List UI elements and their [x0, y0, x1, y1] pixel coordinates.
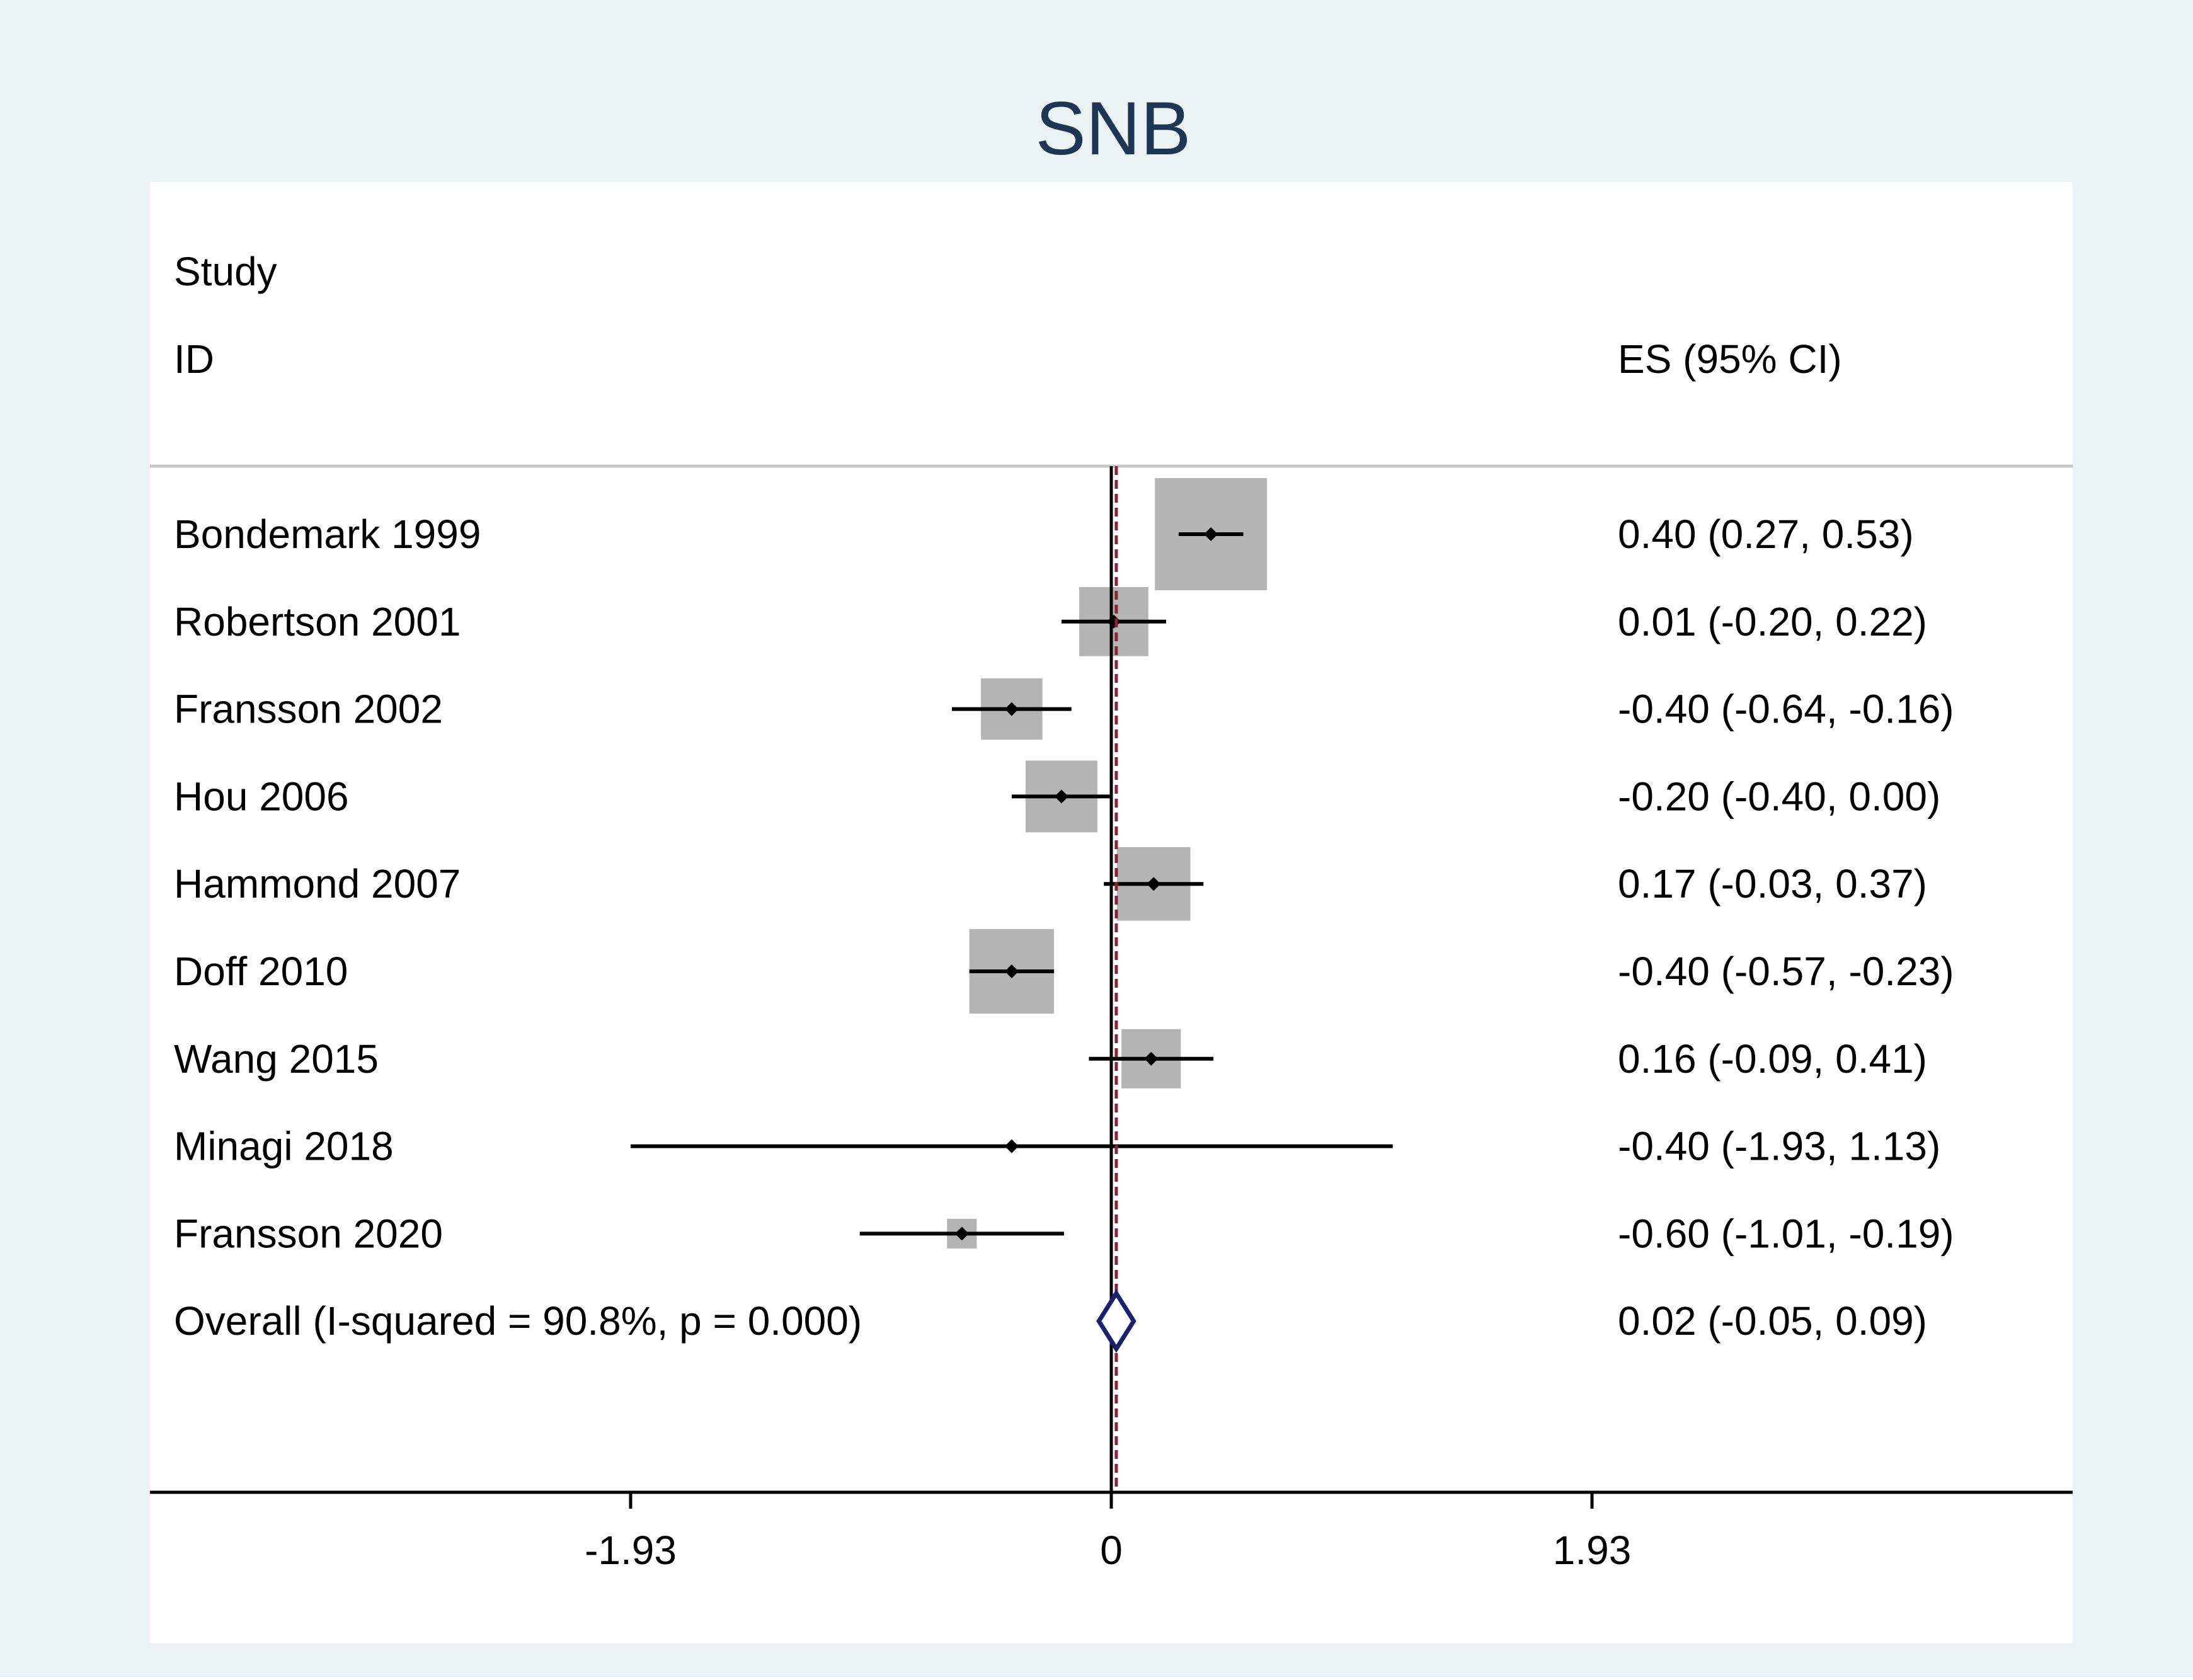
study-es-ci: 0.16 (-0.09, 0.41)	[1618, 1036, 1927, 1082]
study-label: Hou 2006	[174, 774, 349, 819]
x-tick-label: 1.93	[1553, 1528, 1632, 1573]
header-study: Study	[174, 249, 277, 294]
study-row	[859, 1218, 1064, 1249]
study-es-ci: -0.40 (-0.57, -0.23)	[1618, 949, 1954, 994]
x-tick-label: 0	[1100, 1528, 1123, 1573]
study-es-ci: -0.40 (-0.64, -0.16)	[1618, 687, 1954, 732]
study-row	[969, 929, 1055, 1014]
study-row	[951, 678, 1072, 740]
header-id: ID	[174, 336, 214, 382]
study-row	[631, 1139, 1393, 1153]
study-labels: Bondemark 1999 0.40 (0.27, 0.53) Robertson…	[174, 511, 1954, 1344]
x-axis-ticks: -1.93 0 1.93	[585, 1492, 1631, 1573]
study-es-ci: 0.40 (0.27, 0.53)	[1618, 511, 1914, 557]
point-estimate	[1204, 527, 1218, 541]
overall-diamond	[1096, 1289, 1137, 1353]
study-label: Bondemark 1999	[174, 511, 481, 557]
study-row	[1104, 847, 1204, 921]
point-estimate	[1004, 964, 1019, 978]
overall-label: Overall (I-squared = 90.8%, p = 0.000)	[174, 1298, 862, 1344]
study-row	[1155, 478, 1268, 590]
study-row	[1089, 1029, 1214, 1089]
study-row	[1061, 586, 1166, 656]
point-estimate	[1144, 1051, 1159, 1066]
header-es-ci: ES (95% CI)	[1618, 336, 1842, 382]
study-es-ci: -0.60 (-1.01, -0.19)	[1618, 1211, 1954, 1256]
study-label: Doff 2010	[174, 949, 348, 994]
chart-title: SNB	[1036, 86, 1191, 171]
study-row	[1011, 760, 1111, 833]
point-estimate	[1054, 789, 1068, 804]
study-label: Robertson 2001	[174, 599, 461, 644]
x-tick-label: -1.93	[585, 1528, 677, 1573]
point-estimate	[954, 1226, 969, 1241]
study-label: Wang 2015	[174, 1036, 379, 1082]
study-label: Hammond 2007	[174, 861, 461, 906]
study-es-ci: 0.01 (-0.20, 0.22)	[1618, 599, 1927, 644]
study-es-ci: 0.17 (-0.03, 0.37)	[1618, 861, 1927, 906]
study-label: Fransson 2002	[174, 687, 443, 732]
study-es-ci: -0.40 (-1.93, 1.13)	[1618, 1124, 1940, 1169]
study-label: Fransson 2020	[174, 1211, 443, 1256]
study-marks	[631, 478, 1393, 1249]
point-estimate	[1147, 877, 1161, 891]
point-estimate	[1004, 702, 1019, 716]
overall-es-ci: 0.02 (-0.05, 0.09)	[1618, 1298, 1927, 1344]
study-es-ci: -0.20 (-0.40, 0.00)	[1618, 774, 1940, 819]
study-label: Minagi 2018	[174, 1124, 394, 1169]
point-estimate	[1004, 1139, 1019, 1153]
